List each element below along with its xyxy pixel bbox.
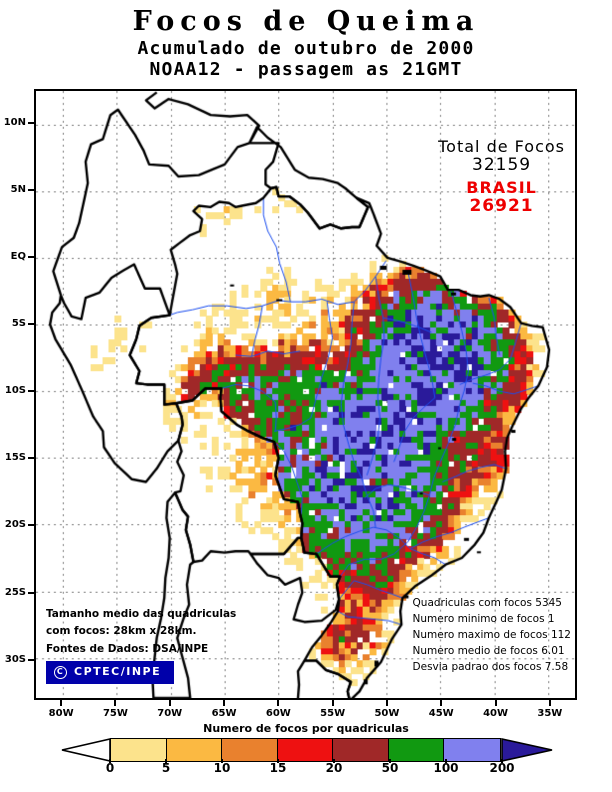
x-tick — [331, 700, 334, 706]
stat-maximo: Numero maximo de focos 112 — [412, 629, 571, 642]
total-focos-label: Total de Focos — [438, 137, 565, 156]
y-tick — [28, 457, 34, 460]
colorbar-tick-200: 200 — [489, 761, 515, 775]
x-axis-label-60w: 60W — [265, 708, 291, 719]
subtitle-satellite: NOAA12 - passagem as 21GMT — [149, 58, 463, 80]
x-axis-label-65w: 65W — [211, 708, 237, 719]
x-axis-label-70w: 70W — [157, 708, 183, 719]
colorbar-title: Numero de focos por quadriculas — [203, 722, 409, 735]
y-tick — [28, 255, 34, 258]
colorbar-notch — [165, 759, 167, 763]
colorbar-notch — [501, 759, 503, 763]
y-tick — [28, 121, 34, 124]
colorbar-tick-0: 0 — [105, 761, 115, 775]
x-tick — [440, 700, 443, 706]
credits-cellsize-line1: Tamanho medio das quadriculas — [46, 607, 237, 620]
statistics-box: Quadriculas com focos 5345 Numero minimo… — [413, 596, 571, 676]
x-tick — [548, 700, 551, 706]
credits-box: Tamanho medio das quadriculas com focos:… — [46, 606, 236, 684]
cptec-inpe-label: CPTEC/INPE — [74, 664, 162, 678]
y-axis-label-5s: 5S — [11, 318, 26, 329]
title-block: Focos de Queima Acumulado de outubro de … — [0, 0, 612, 80]
colorbar-cells — [110, 738, 501, 762]
copyright-icon: C — [54, 665, 67, 679]
y-axis-label-eq: EQ — [10, 250, 26, 262]
colorbar-notch — [109, 759, 111, 763]
x-tick — [168, 700, 171, 706]
x-axis-label-55w: 55W — [320, 708, 346, 719]
subtitle-period: Acumulado de outubro de 2000 — [137, 38, 475, 60]
colorbar-segment-5 — [388, 739, 444, 761]
y-axis-label-10n: 10N — [3, 116, 26, 128]
colorbar-notch — [277, 759, 279, 763]
x-axis-label-40w: 40W — [483, 708, 509, 719]
map-plot-frame: Total de Focos 32159 BRASIL 26921 Quadri… — [34, 89, 577, 700]
colorbar-tick-100: 100 — [433, 761, 459, 775]
x-tick — [114, 700, 117, 706]
total-focos-value: 32159 — [472, 154, 532, 175]
x-axis-label-45w: 45W — [428, 708, 454, 719]
stat-medio: Numero medio de focos 6.01 — [412, 645, 565, 658]
cptec-inpe-badge: C CPTEC/INPE — [46, 660, 175, 684]
y-tick — [28, 591, 34, 594]
colorbar-tick-50: 50 — [381, 761, 399, 775]
total-focos-box: Total de Focos 32159 BRASIL 26921 — [438, 138, 565, 216]
stat-quadriculas: Quadriculas com focos 5345 — [412, 597, 562, 610]
y-axis-label-25s: 25S — [4, 586, 26, 598]
colorbar-segment-0 — [111, 739, 167, 761]
x-tick — [494, 700, 497, 706]
y-axis-label-10s: 10S — [4, 385, 26, 397]
y-tick — [28, 524, 34, 527]
colorbar-notch — [333, 759, 335, 763]
colorbar-notch — [389, 759, 391, 763]
colorbar-tick-10: 10 — [213, 761, 231, 775]
colorbar-notch — [221, 759, 223, 763]
colorbar-tick-20: 20 — [325, 761, 343, 775]
x-axis-label-80w: 80W — [48, 708, 74, 719]
x-tick — [60, 700, 63, 706]
y-axis-label-20s: 20S — [4, 519, 26, 531]
x-axis-label-35w: 35W — [537, 708, 563, 719]
x-axis-label-50w: 50W — [374, 708, 400, 719]
y-axis-label-30s: 30S — [4, 653, 26, 665]
x-tick — [223, 700, 226, 706]
page-title: Focos de Queima — [132, 6, 480, 37]
x-axis-label-75w: 75W — [102, 708, 128, 719]
colorbar-segment-6 — [444, 739, 500, 761]
credits-cellsize-line2: com focos: 28km x 28km. — [46, 625, 197, 638]
stat-minimo: Numero minimo de focos 1 — [412, 613, 555, 626]
colorbar: 0 5 10 15 20 50 100 200 — [0, 738, 612, 775]
colorbar-segment-3 — [277, 739, 333, 761]
x-tick — [385, 700, 388, 706]
colorbar-arrows — [61, 738, 553, 763]
fire-density-heatmap — [36, 91, 575, 698]
y-axis-label-5n: 5N — [10, 183, 26, 195]
x-tick — [277, 700, 280, 706]
colorbar-notch — [445, 759, 447, 763]
y-tick — [28, 658, 34, 661]
y-tick — [28, 390, 34, 393]
colorbar-segment-4 — [333, 739, 389, 761]
credits-source: Fontes de Dados: DSA/INPE — [46, 642, 209, 655]
colorbar-segment-2 — [222, 739, 278, 761]
brasil-label: BRASIL — [466, 177, 537, 197]
colorbar-tick-5: 5 — [161, 761, 171, 775]
colorbar-segment-1 — [166, 739, 222, 761]
colorbar-tick-15: 15 — [269, 761, 287, 775]
y-tick — [28, 188, 34, 191]
brasil-value: 26921 — [469, 195, 534, 216]
y-axis-label-15s: 15S — [4, 452, 26, 464]
y-tick — [28, 323, 34, 325]
stat-desvio: Desvia padrao dos focos 7.58 — [412, 661, 569, 674]
